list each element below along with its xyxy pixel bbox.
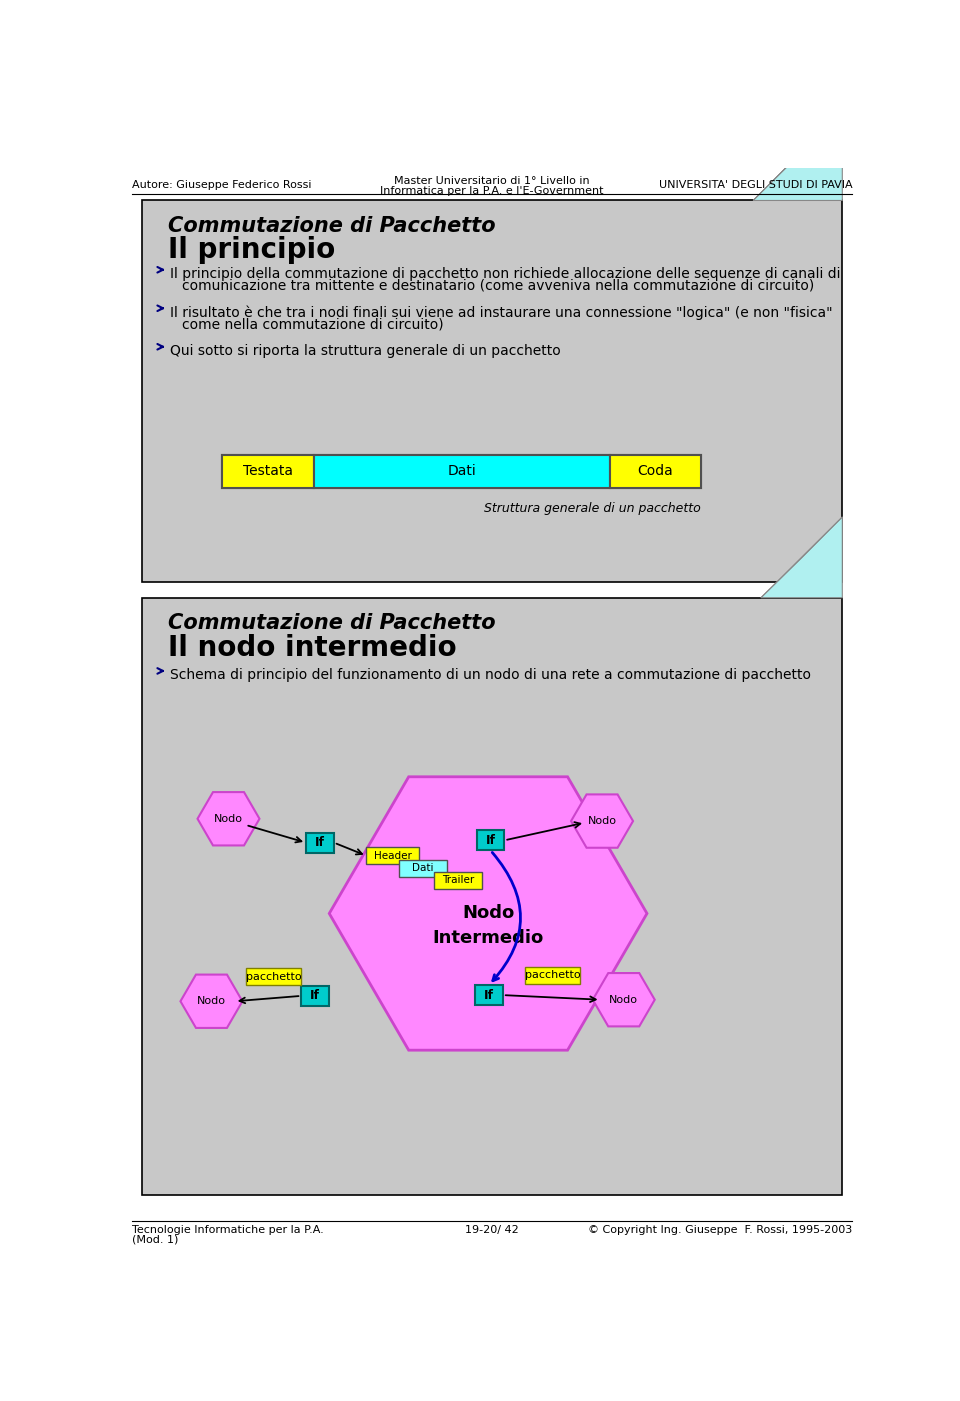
FancyBboxPatch shape (306, 832, 334, 853)
Text: come nella commutazione di circuito): come nella commutazione di circuito) (182, 318, 444, 332)
Polygon shape (198, 792, 259, 845)
Text: pacchetto: pacchetto (524, 969, 580, 981)
Text: If: If (484, 989, 493, 1002)
Text: Il risultato è che tra i nodi finali sui viene ad instaurare una connessione "lo: Il risultato è che tra i nodi finali sui… (170, 305, 833, 319)
Polygon shape (754, 112, 842, 200)
Polygon shape (761, 517, 842, 598)
FancyBboxPatch shape (524, 967, 581, 984)
Text: comunicazione tra mittente e destinatario (come avveniva nella commutazione di c: comunicazione tra mittente e destinatari… (182, 279, 814, 293)
Text: 19-20/ 42: 19-20/ 42 (466, 1224, 518, 1234)
FancyBboxPatch shape (314, 454, 610, 489)
FancyBboxPatch shape (301, 986, 329, 1006)
Text: Nodo: Nodo (588, 815, 616, 827)
Text: Il principio: Il principio (168, 235, 335, 263)
Text: Header: Header (373, 850, 412, 860)
Polygon shape (761, 517, 842, 598)
Text: Master Universitario di 1° Livello in: Master Universitario di 1° Livello in (395, 175, 589, 186)
FancyBboxPatch shape (142, 200, 842, 581)
Polygon shape (592, 974, 655, 1027)
Text: Qui sotto si riporta la struttura generale di un pacchetto: Qui sotto si riporta la struttura genera… (170, 343, 562, 357)
FancyBboxPatch shape (399, 860, 447, 877)
Text: © Copyright Ing. Giuseppe  F. Rossi, 1995-2003: © Copyright Ing. Giuseppe F. Rossi, 1995… (588, 1224, 852, 1234)
FancyBboxPatch shape (223, 454, 701, 489)
Text: Commutazione di Pacchetto: Commutazione di Pacchetto (168, 614, 495, 633)
FancyBboxPatch shape (246, 968, 301, 985)
Polygon shape (329, 776, 647, 1051)
Text: Dati: Dati (412, 863, 434, 873)
Polygon shape (754, 112, 842, 200)
Polygon shape (571, 794, 633, 848)
Text: Trailer: Trailer (442, 876, 474, 885)
Text: Schema di principio del funzionamento di un nodo di una rete a commutazione di p: Schema di principio del funzionamento di… (170, 668, 811, 682)
FancyBboxPatch shape (142, 598, 842, 1195)
Text: Struttura generale di un pacchetto: Struttura generale di un pacchetto (485, 503, 701, 516)
Text: pacchetto: pacchetto (246, 972, 301, 982)
FancyBboxPatch shape (610, 454, 701, 489)
Text: Tecnologie Informatiche per la P.A.: Tecnologie Informatiche per la P.A. (132, 1224, 324, 1234)
Text: Autore: Giuseppe Federico Rossi: Autore: Giuseppe Federico Rossi (132, 179, 311, 189)
Text: Commutazione di Pacchetto: Commutazione di Pacchetto (168, 216, 495, 235)
FancyBboxPatch shape (475, 985, 503, 1005)
FancyBboxPatch shape (476, 831, 504, 850)
Text: Informatica per la P.A. e l'E-Government: Informatica per la P.A. e l'E-Government (380, 186, 604, 196)
Text: Coda: Coda (637, 465, 673, 479)
Text: If: If (486, 834, 495, 846)
Polygon shape (180, 975, 243, 1028)
Text: UNIVERSITA' DEGLI STUDI DI PAVIA: UNIVERSITA' DEGLI STUDI DI PAVIA (659, 179, 852, 189)
Text: If: If (315, 836, 324, 849)
FancyBboxPatch shape (367, 848, 420, 864)
Text: If: If (310, 989, 321, 1002)
Text: Nodo: Nodo (197, 996, 226, 1006)
Text: Il principio della commutazione di pacchetto non richiede allocazione delle sequ: Il principio della commutazione di pacch… (170, 266, 841, 280)
Text: Nodo: Nodo (214, 814, 243, 824)
Text: Dati: Dati (447, 465, 476, 479)
Text: Il nodo intermedio: Il nodo intermedio (168, 635, 457, 661)
Text: Nodo
Intermedio: Nodo Intermedio (433, 904, 543, 947)
Text: Testata: Testata (243, 465, 293, 479)
Text: Nodo: Nodo (610, 995, 638, 1005)
Text: (Mod. 1): (Mod. 1) (132, 1234, 178, 1244)
FancyBboxPatch shape (223, 454, 314, 489)
FancyBboxPatch shape (434, 871, 482, 888)
